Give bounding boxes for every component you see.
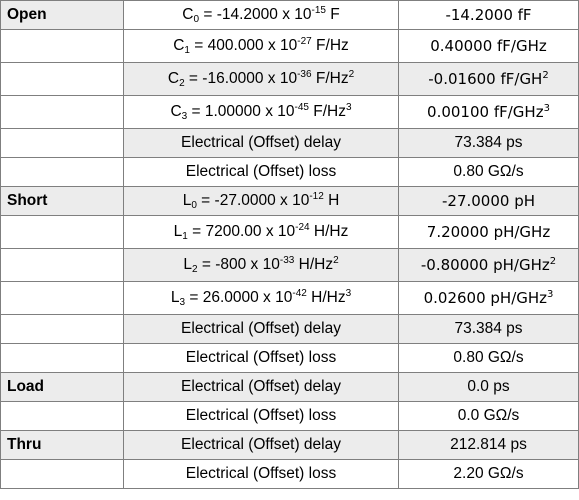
value-cell: 2.20 GΩ/s [398, 459, 579, 489]
table-row: Electrical (Offset) loss 0.80 GΩ/s [0, 157, 579, 187]
table-row: C1 = 400.000 x 10-27 F/Hz 0.40000 fF/GHz [0, 29, 579, 63]
coefficient-cell: C2 = -16.0000 x 10-36 F/Hz2 [123, 62, 399, 96]
group-label [0, 459, 124, 489]
group-label: Load [0, 372, 124, 402]
group-label [0, 314, 124, 344]
table-row: Open C0 = -14.2000 x 10-15 F -14.2000 fF [0, 0, 579, 30]
group-label [0, 128, 124, 158]
group-label [0, 248, 124, 282]
table-row: L3 = 26.0000 x 10-42 H/Hz3 0.02600 pH/GH… [0, 281, 579, 315]
value-cell: 7.20000 pH/GHz [398, 215, 579, 249]
coefficient-cell: L2 = -800 x 10-33 H/Hz2 [123, 248, 399, 282]
table-row: Load Electrical (Offset) delay 0.0 ps [0, 372, 579, 402]
table-row: Electrical (Offset) loss 2.20 GΩ/s [0, 459, 579, 489]
table-row: Electrical (Offset) loss 0.80 GΩ/s [0, 343, 579, 373]
value-cell: 0.0 GΩ/s [398, 401, 579, 431]
value-cell: 0.40000 fF/GHz [398, 29, 579, 63]
table-row: Short L0 = -27.0000 x 10-12 H -27.0000 p… [0, 186, 579, 216]
parameter-cell: Electrical (Offset) loss [123, 401, 399, 431]
coefficient-cell: C1 = 400.000 x 10-27 F/Hz [123, 29, 399, 63]
table-row: Thru Electrical (Offset) delay 212.814 p… [0, 430, 579, 460]
table-row: L1 = 7200.00 x 10-24 H/Hz 7.20000 pH/GHz [0, 215, 579, 249]
value-cell: 73.384 ps [398, 314, 579, 344]
group-label: Short [0, 186, 124, 216]
table-row: C2 = -16.0000 x 10-36 F/Hz2 -0.01600 fF/… [0, 62, 579, 96]
value-cell: 0.80 GΩ/s [398, 157, 579, 187]
value-cell: 0.80 GΩ/s [398, 343, 579, 373]
group-label [0, 401, 124, 431]
value-cell: 73.384 ps [398, 128, 579, 158]
value-cell: 0.00100 fF/GHz3 [398, 95, 579, 129]
parameter-cell: Electrical (Offset) delay [123, 372, 399, 402]
calibration-standards-table: Open C0 = -14.2000 x 10-15 F -14.2000 fF… [0, 0, 579, 489]
value-cell: -14.2000 fF [398, 0, 579, 30]
group-label: Open [0, 0, 124, 30]
table-row: Electrical (Offset) delay 73.384 ps [0, 314, 579, 344]
group-label [0, 95, 124, 129]
group-label [0, 343, 124, 373]
value-cell: -0.01600 fF/GH2 [398, 62, 579, 96]
value-cell: 0.02600 pH/GHz3 [398, 281, 579, 315]
parameter-cell: Electrical (Offset) delay [123, 314, 399, 344]
value-cell: 0.0 ps [398, 372, 579, 402]
value-cell: -27.0000 pH [398, 186, 579, 216]
parameter-cell: Electrical (Offset) loss [123, 459, 399, 489]
table-row: L2 = -800 x 10-33 H/Hz2 -0.80000 pH/GHz2 [0, 248, 579, 282]
table-row: C3 = 1.00000 x 10-45 F/Hz3 0.00100 fF/GH… [0, 95, 579, 129]
parameter-cell: Electrical (Offset) loss [123, 343, 399, 373]
value-cell: -0.80000 pH/GHz2 [398, 248, 579, 282]
group-label [0, 157, 124, 187]
coefficient-cell: L0 = -27.0000 x 10-12 H [123, 186, 399, 216]
group-label [0, 29, 124, 63]
table-row: Electrical (Offset) delay 73.384 ps [0, 128, 579, 158]
parameter-cell: Electrical (Offset) delay [123, 128, 399, 158]
group-label [0, 281, 124, 315]
group-label [0, 215, 124, 249]
coefficient-cell: C0 = -14.2000 x 10-15 F [123, 0, 399, 30]
table-row: Electrical (Offset) loss 0.0 GΩ/s [0, 401, 579, 431]
coefficient-cell: L1 = 7200.00 x 10-24 H/Hz [123, 215, 399, 249]
value-cell: 212.814 ps [398, 430, 579, 460]
parameter-cell: Electrical (Offset) loss [123, 157, 399, 187]
coefficient-cell: L3 = 26.0000 x 10-42 H/Hz3 [123, 281, 399, 315]
group-label: Thru [0, 430, 124, 460]
coefficient-cell: C3 = 1.00000 x 10-45 F/Hz3 [123, 95, 399, 129]
group-label [0, 62, 124, 96]
parameter-cell: Electrical (Offset) delay [123, 430, 399, 460]
